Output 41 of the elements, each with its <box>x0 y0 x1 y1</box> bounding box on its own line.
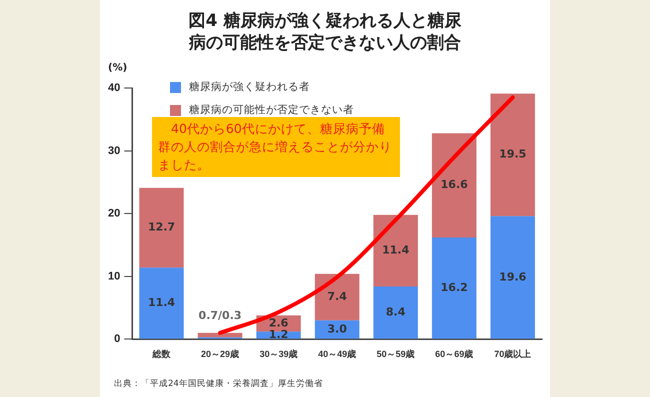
bar <box>198 332 242 338</box>
source-note: 出典：「平成24年国民健康・栄養調査」厚生労働省 <box>114 378 323 390</box>
x-tick-label: 総数 <box>152 349 172 360</box>
data-label: 1.2 <box>268 328 288 342</box>
data-label: 12.7 <box>148 220 176 234</box>
data-label: 8.4 <box>386 305 406 318</box>
x-tick-label: 20～29歳 <box>201 349 240 360</box>
y-tick-label: 30 <box>108 144 120 157</box>
data-label: 16.2 <box>440 280 468 294</box>
data-label: 2.6 <box>268 316 289 330</box>
chart-title: 図4 糖尿病が強く疑われる人と糖尿病の可能性を否定できない人の割合 <box>188 10 462 54</box>
x-tick-label: 70歳以上 <box>494 349 532 360</box>
x-tick-label: 60～69歳 <box>435 349 474 360</box>
x-tick-label: 30～39歳 <box>260 349 298 360</box>
bar <box>432 237 476 339</box>
bar <box>373 286 418 339</box>
data-label: 11.4 <box>148 296 176 310</box>
legend-label: 糖尿病が強く疑われる者 <box>189 80 310 94</box>
annotation: 40代から60代にかけて、糖尿病予備群の人の割合が急に増えることが分かりました。 <box>152 117 400 177</box>
data-label: 11.4 <box>382 244 410 257</box>
bar <box>373 214 418 286</box>
bar <box>314 274 360 320</box>
data-label: 3.0 <box>327 322 348 336</box>
bar <box>490 94 535 216</box>
y-tick-label: 0 <box>114 333 120 346</box>
x-tick-label: 40～49歳 <box>318 349 356 360</box>
y-tick-label: 40 <box>108 82 120 94</box>
annotation: 0.7/0.3 <box>198 308 242 322</box>
bar <box>139 188 184 268</box>
data-label: 19.5 <box>499 148 526 161</box>
bar <box>139 268 184 339</box>
x-tick-label: 50～59歳 <box>376 349 415 360</box>
y-tick-label: 20 <box>108 208 120 220</box>
bar <box>432 133 476 238</box>
y-tick-label: 10 <box>108 270 120 282</box>
data-label: 16.6 <box>440 178 468 192</box>
legend-label: 糖尿病の可能性が否定できない者 <box>189 103 354 117</box>
data-label: 19.6 <box>499 270 527 284</box>
y-axis-title: (%) <box>108 62 128 74</box>
data-label: 7.4 <box>327 290 348 303</box>
bar <box>490 216 535 339</box>
